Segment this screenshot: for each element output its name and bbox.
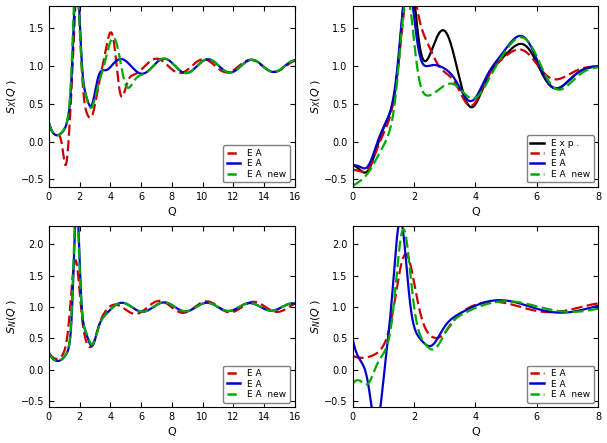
Y-axis label: $S_N(Q\ )$: $S_N(Q\ )$ [5,299,19,334]
Legend: E A, E A, E A  new: E A, E A, E A new [223,365,290,403]
Legend: E A, E A, E A  new: E A, E A, E A new [527,365,594,403]
Y-axis label: $S_X(Q\ )$: $S_X(Q\ )$ [5,79,19,114]
X-axis label: Q: Q [471,207,480,218]
Legend: E A, E A, E A  new: E A, E A, E A new [223,145,290,183]
X-axis label: Q: Q [168,427,176,437]
Legend: E x p ., E A, E A, E A  new: E x p ., E A, E A, E A new [527,135,594,183]
X-axis label: Q: Q [471,427,480,437]
X-axis label: Q: Q [168,207,176,218]
Y-axis label: $S_X(Q\ )$: $S_X(Q\ )$ [309,79,323,114]
Y-axis label: $S_N(Q\ )$: $S_N(Q\ )$ [309,299,323,334]
